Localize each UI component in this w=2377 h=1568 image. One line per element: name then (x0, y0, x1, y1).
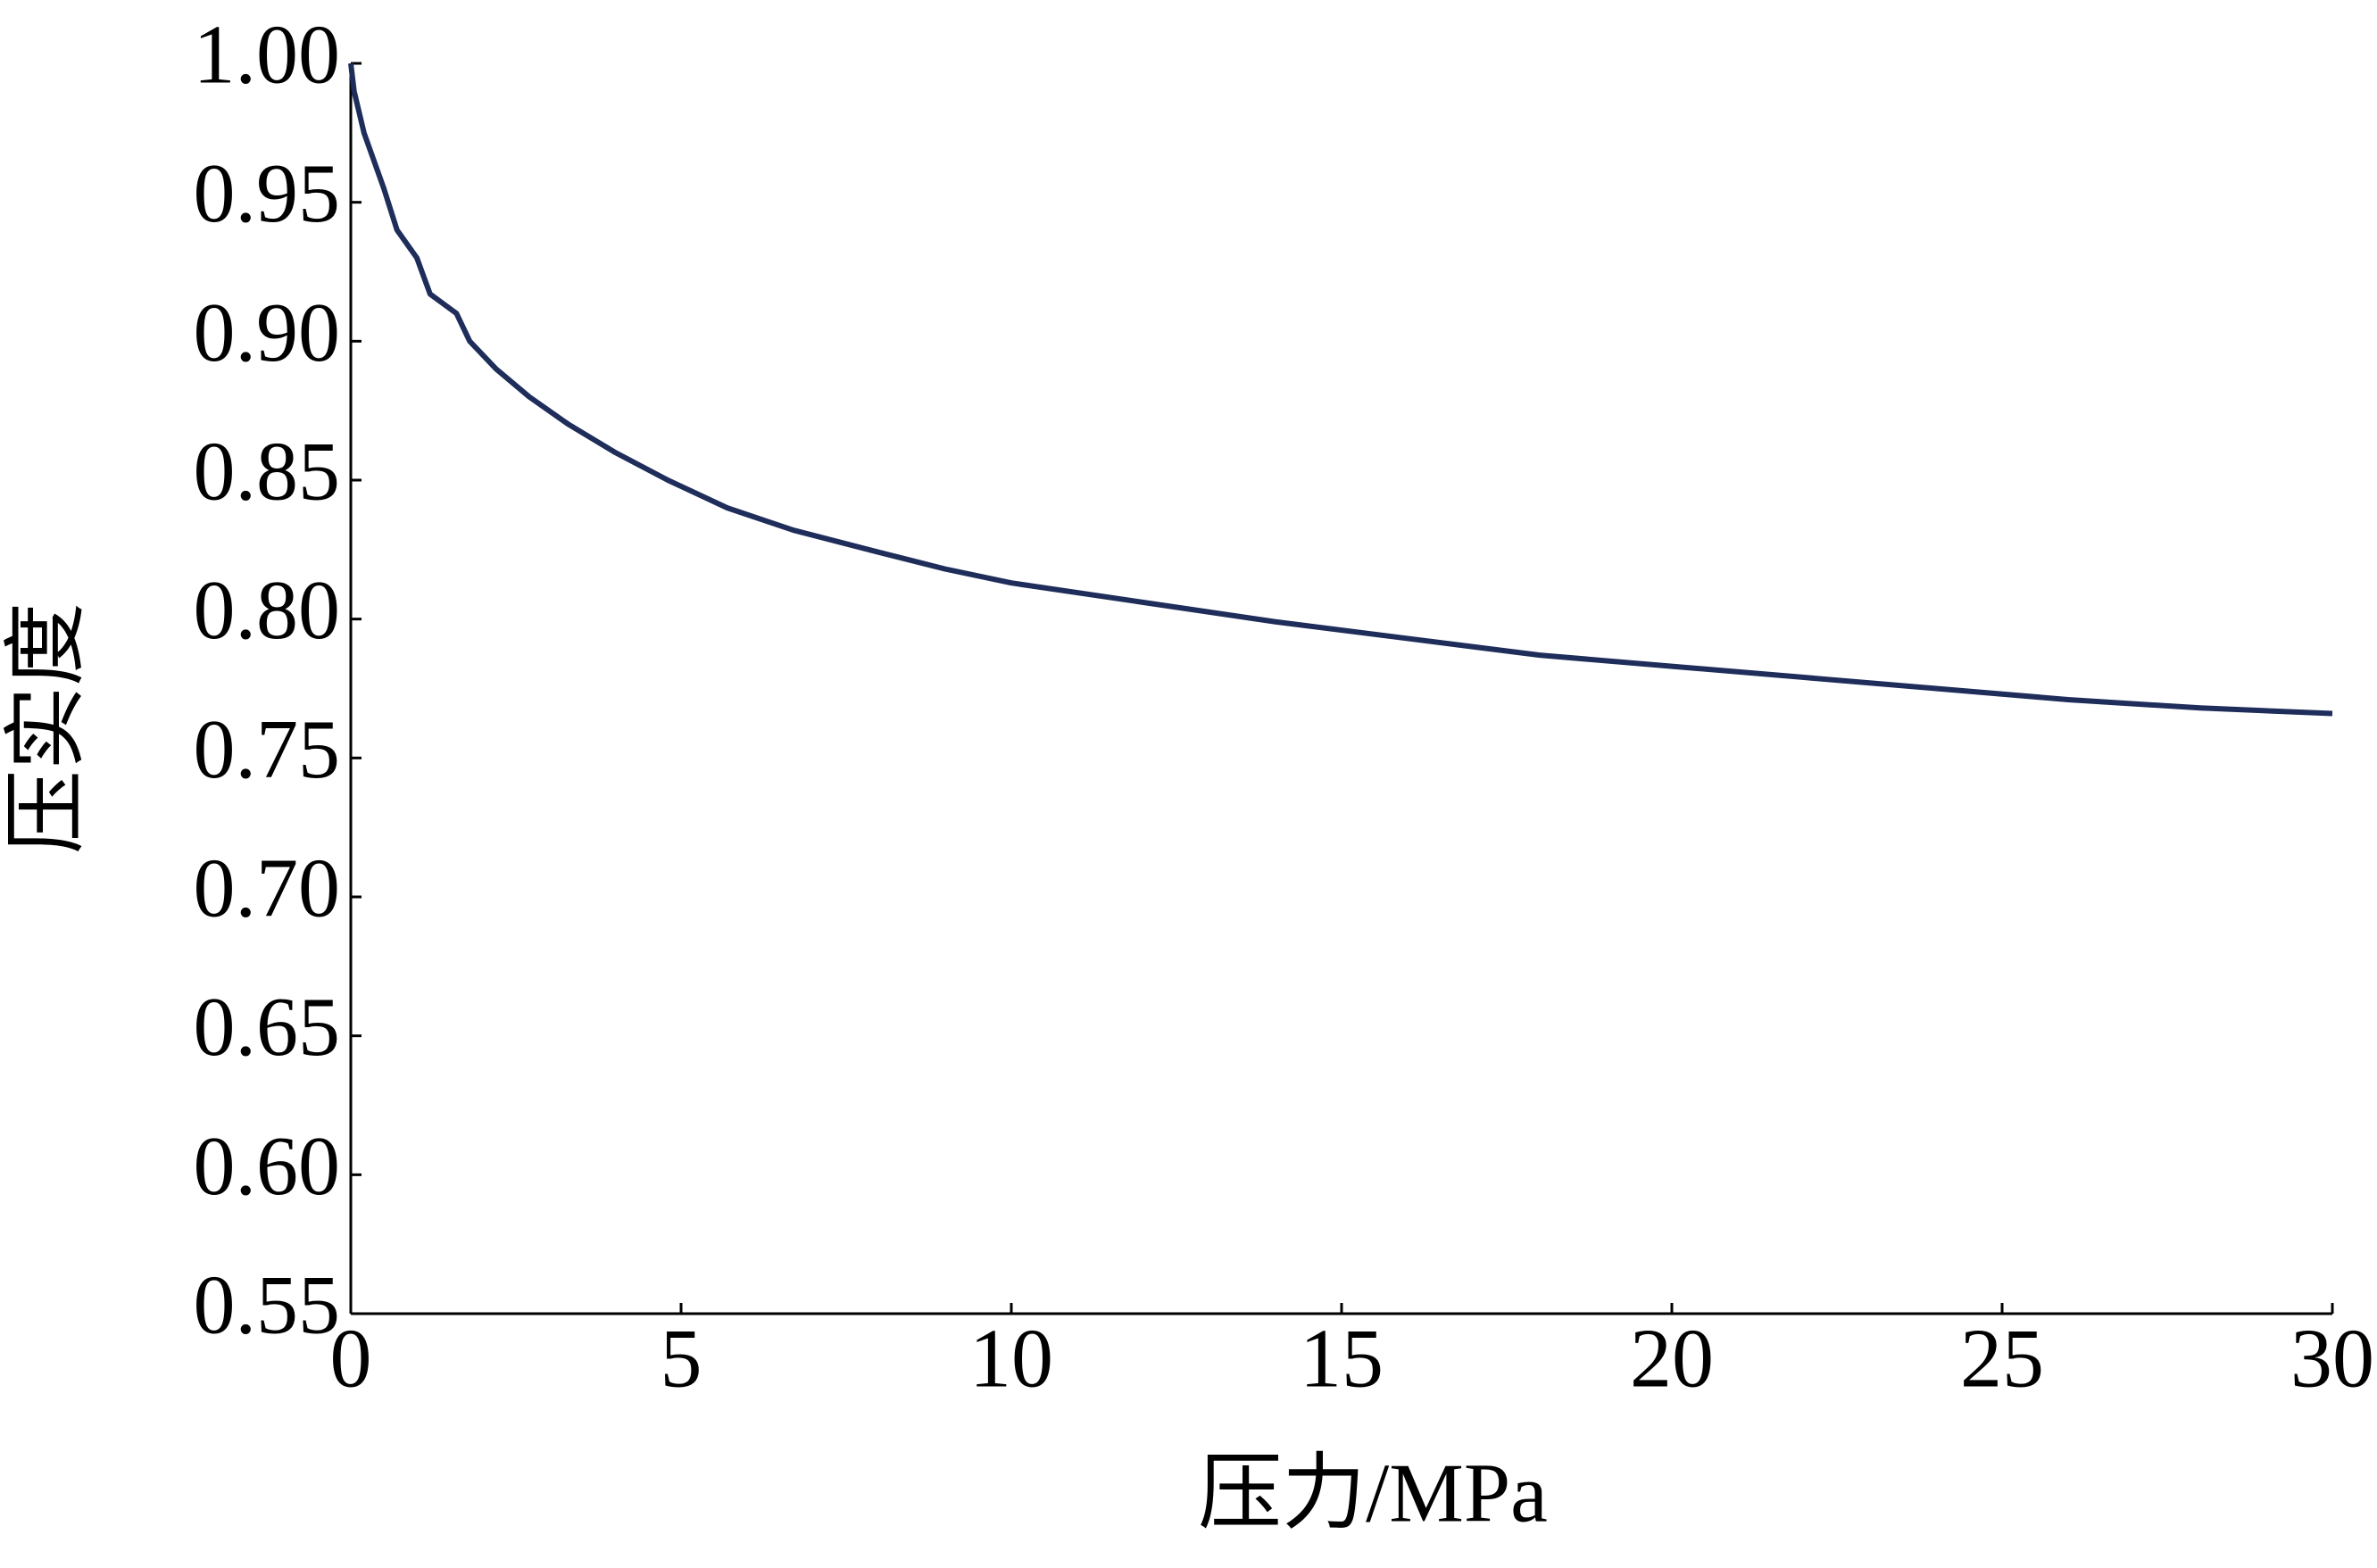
x-tick-label: 30 (2290, 1313, 2374, 1406)
x-axis-title: 压力/MPa (1198, 1448, 1548, 1540)
x-tick-label: 15 (1300, 1313, 1384, 1406)
y-tick-label: 0.75 (194, 703, 341, 796)
y-tick-label: 0.85 (194, 426, 341, 519)
data-line (348, 62, 2333, 717)
y-tick-label: 0.60 (194, 1120, 341, 1213)
x-tick-label: 25 (1960, 1313, 2044, 1406)
y-tick-label: 0.90 (194, 286, 341, 379)
x-tick-label: 5 (661, 1313, 702, 1406)
y-axis-title: 压实度 (1, 602, 94, 854)
x-tick-label: 20 (1630, 1313, 1714, 1406)
x-tick-label: 0 (330, 1313, 372, 1406)
y-tick-label: 0.65 (194, 981, 341, 1074)
y-tick-label: 0.70 (194, 842, 341, 935)
y-tick-label: 0.80 (194, 564, 341, 657)
y-tick-label: 0.55 (194, 1259, 341, 1352)
y-tick-label: 1.00 (194, 9, 341, 102)
x-tick-label: 10 (969, 1313, 1053, 1406)
y-tick-label: 0.95 (194, 147, 341, 240)
